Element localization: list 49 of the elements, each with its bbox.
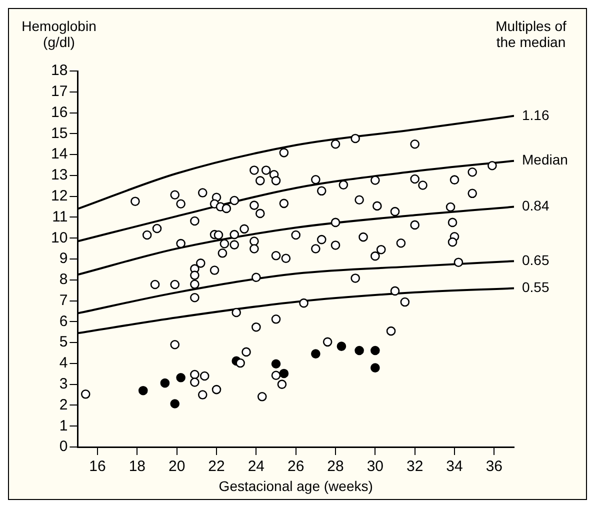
series-label: Median	[522, 152, 568, 168]
series-label: 0.84	[522, 198, 550, 214]
point	[311, 349, 320, 358]
point	[138, 386, 148, 396]
y-tick-label: 9	[59, 250, 68, 268]
point	[160, 378, 170, 388]
y-tick-label: 13	[50, 166, 68, 184]
y-tick-label: 6	[59, 312, 68, 330]
x-tick-label: 26	[288, 458, 304, 476]
x-tick-label: 28	[327, 458, 344, 476]
y-tick-label: 10	[50, 229, 68, 246]
x-tick-label: 24	[248, 458, 265, 476]
point	[271, 359, 281, 369]
y-tick-label: 16	[50, 104, 68, 121]
y-tick-label: 0	[59, 438, 68, 456]
y-tick-label: 8	[59, 271, 68, 288]
x-tick-label: 18	[128, 458, 146, 476]
y-tick-label: 1	[59, 417, 68, 434]
y-axis-title: Hemoglobin (g/dl)	[22, 18, 96, 50]
y-tick-label: 12	[50, 187, 68, 204]
x-tick-label: 34	[446, 458, 463, 476]
point	[176, 373, 186, 382]
y-tick-label: 17	[50, 83, 68, 100]
point	[370, 346, 380, 356]
series-label: 1.16	[522, 106, 550, 123]
x-tick-label: 16	[89, 458, 106, 476]
series-label: 0.65	[522, 252, 550, 268]
y-tick-label: 11	[52, 208, 68, 226]
y-tick-label: 7	[59, 292, 68, 309]
x-tick-label: 20	[168, 458, 186, 476]
y-tick-label: 5	[59, 334, 68, 351]
point	[279, 368, 289, 378]
y-tick-label: 2	[59, 396, 68, 414]
y-tick-label: 4	[59, 354, 68, 372]
point	[336, 342, 346, 351]
x-tick-label: 30	[366, 458, 384, 476]
y-tick-label: 15	[50, 124, 68, 142]
y-tick-label: 18	[50, 62, 68, 80]
y2-axis-title: Multiples of the median	[496, 18, 567, 50]
y-tick-label: 3	[59, 375, 68, 392]
series-label: 0.55	[522, 279, 550, 296]
point	[170, 399, 180, 408]
y-tick-label: 14	[50, 146, 68, 163]
x-tick-label: 36	[486, 458, 503, 476]
x-tick-label: 22	[208, 458, 225, 476]
point	[354, 346, 364, 356]
x-tick-label: 32	[406, 458, 424, 476]
point	[370, 363, 380, 372]
x-axis-title: Gestacional age (weeks)	[218, 478, 373, 494]
